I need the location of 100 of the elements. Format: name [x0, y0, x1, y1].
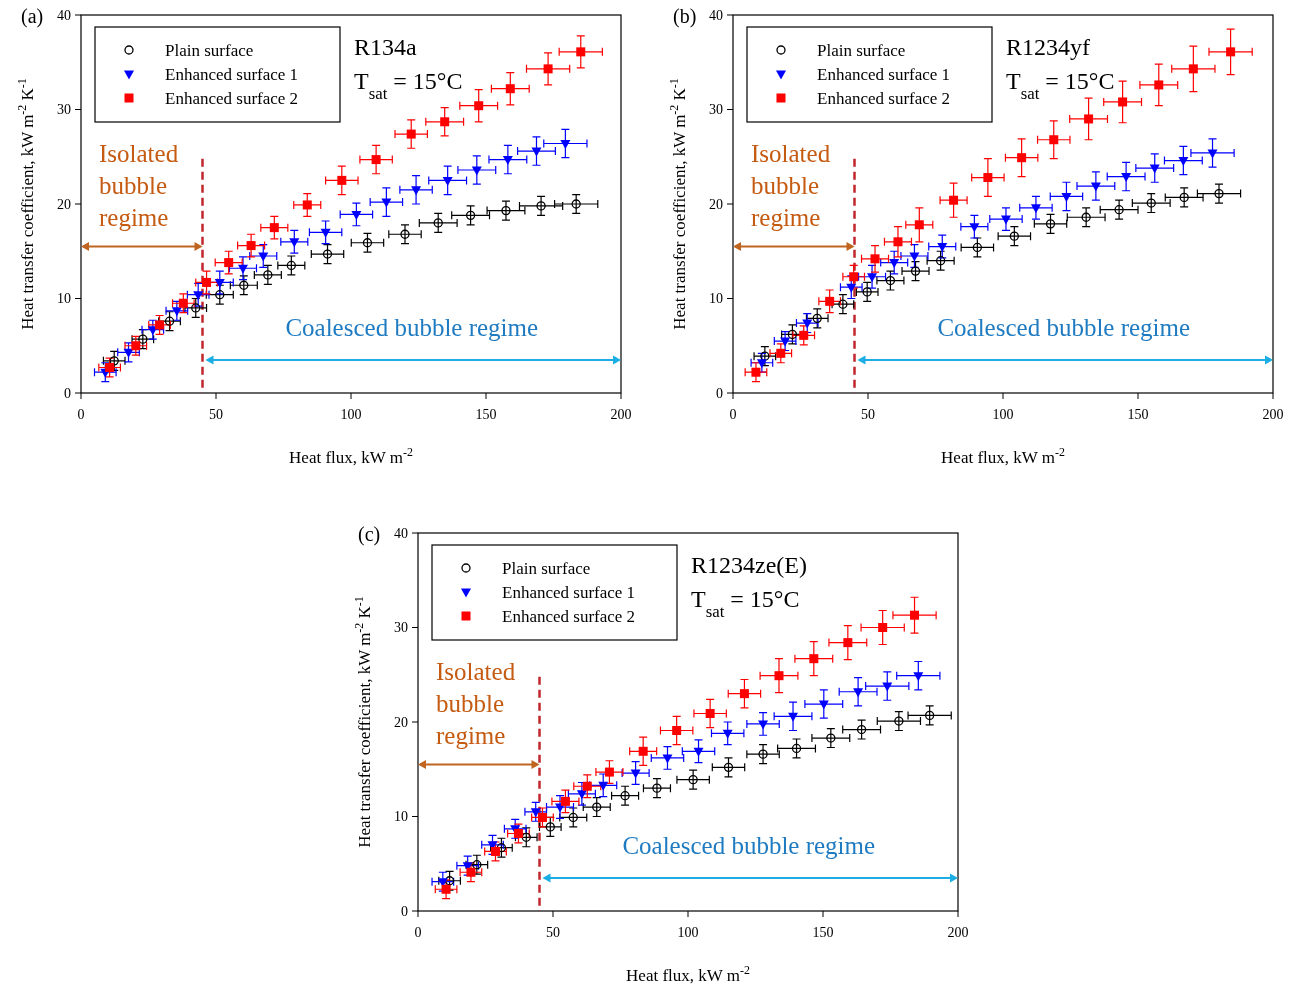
x-tick-label: 150	[475, 407, 497, 422]
point	[193, 291, 204, 301]
point	[843, 638, 853, 648]
point	[302, 200, 312, 210]
x-tick-label: 200	[1262, 407, 1284, 422]
point	[191, 303, 201, 313]
point	[914, 220, 924, 230]
point	[286, 260, 296, 271]
point	[442, 176, 453, 186]
point	[1154, 80, 1164, 90]
point	[910, 266, 921, 276]
point	[825, 296, 835, 306]
point	[202, 277, 212, 287]
point	[521, 832, 531, 842]
point	[935, 256, 946, 266]
point	[893, 237, 903, 247]
point	[138, 334, 148, 344]
point	[1207, 149, 1218, 159]
y-tick-label: 30	[394, 620, 408, 636]
point	[411, 186, 422, 196]
point	[164, 316, 175, 326]
point	[1226, 47, 1236, 57]
point	[913, 672, 924, 682]
point	[937, 243, 948, 253]
annotation: Coalesced bubble regime	[937, 314, 1191, 342]
chart-title: (a)	[21, 5, 44, 28]
point	[440, 117, 450, 127]
point	[214, 278, 225, 288]
point	[1061, 192, 1072, 202]
point	[258, 252, 269, 262]
point	[263, 270, 273, 280]
chart-title: (c)	[358, 523, 381, 546]
chart-title: (b)	[673, 5, 697, 28]
point	[1114, 205, 1124, 215]
x-tick-label: 0	[414, 925, 422, 940]
point	[1188, 64, 1198, 74]
point	[812, 313, 822, 323]
point	[1017, 153, 1027, 163]
y-tick-label: 0	[64, 385, 71, 401]
point	[1149, 164, 1160, 174]
point	[1214, 188, 1224, 199]
point	[598, 781, 609, 791]
y-tick-label: 10	[709, 291, 723, 307]
point	[774, 671, 784, 681]
point	[894, 716, 904, 726]
point	[105, 362, 115, 372]
legend-label: Plain surface	[502, 558, 591, 578]
point	[531, 147, 542, 157]
point	[576, 47, 586, 57]
point	[537, 812, 547, 822]
y-tick-label: 0	[401, 903, 408, 919]
annotation: Coalesced bubble regime	[285, 314, 539, 342]
point	[337, 175, 347, 185]
x-tick-label: 100	[677, 925, 699, 940]
point	[224, 258, 234, 268]
point	[1084, 114, 1094, 124]
point	[867, 273, 878, 283]
point	[465, 210, 476, 220]
annotation: R1234ze(E)	[691, 552, 807, 578]
point	[969, 223, 980, 233]
point	[788, 712, 799, 722]
point	[1049, 135, 1059, 145]
point	[758, 749, 768, 759]
point	[826, 733, 836, 743]
point	[909, 252, 920, 262]
point	[853, 688, 864, 698]
point	[239, 280, 249, 290]
point	[949, 195, 959, 205]
legend-label: Enhanced surface 1	[817, 64, 951, 84]
point	[983, 173, 993, 183]
x-tick-label: 0	[729, 407, 737, 422]
point	[502, 156, 513, 166]
point	[109, 356, 119, 366]
x-axis-title: Heat flux, kW m$^{-2}$	[289, 445, 413, 467]
annotation: Isolated bubble regime	[436, 658, 516, 750]
point	[604, 767, 614, 777]
point	[543, 64, 553, 74]
point	[592, 802, 602, 812]
point	[351, 210, 362, 220]
legend-label: Enhanced surface 2	[817, 88, 951, 108]
point	[381, 198, 392, 208]
point	[1146, 198, 1156, 208]
point	[371, 155, 381, 165]
y-tick-label: 40	[57, 7, 71, 23]
point	[322, 249, 333, 259]
point	[513, 829, 523, 839]
x-tick-label: 0	[77, 407, 85, 422]
point	[576, 790, 587, 800]
point	[652, 783, 662, 793]
point	[1118, 97, 1128, 107]
y-tick-label: 0	[716, 385, 723, 401]
point	[885, 275, 896, 286]
x-tick-label: 100	[340, 407, 362, 422]
x-tick-label: 150	[812, 925, 834, 940]
point	[722, 729, 733, 739]
point	[178, 298, 188, 308]
legend-label: Plain surface	[165, 40, 254, 60]
x-tick-label: 50	[209, 407, 223, 422]
point	[269, 223, 279, 233]
x-tick-label: 50	[861, 407, 875, 422]
